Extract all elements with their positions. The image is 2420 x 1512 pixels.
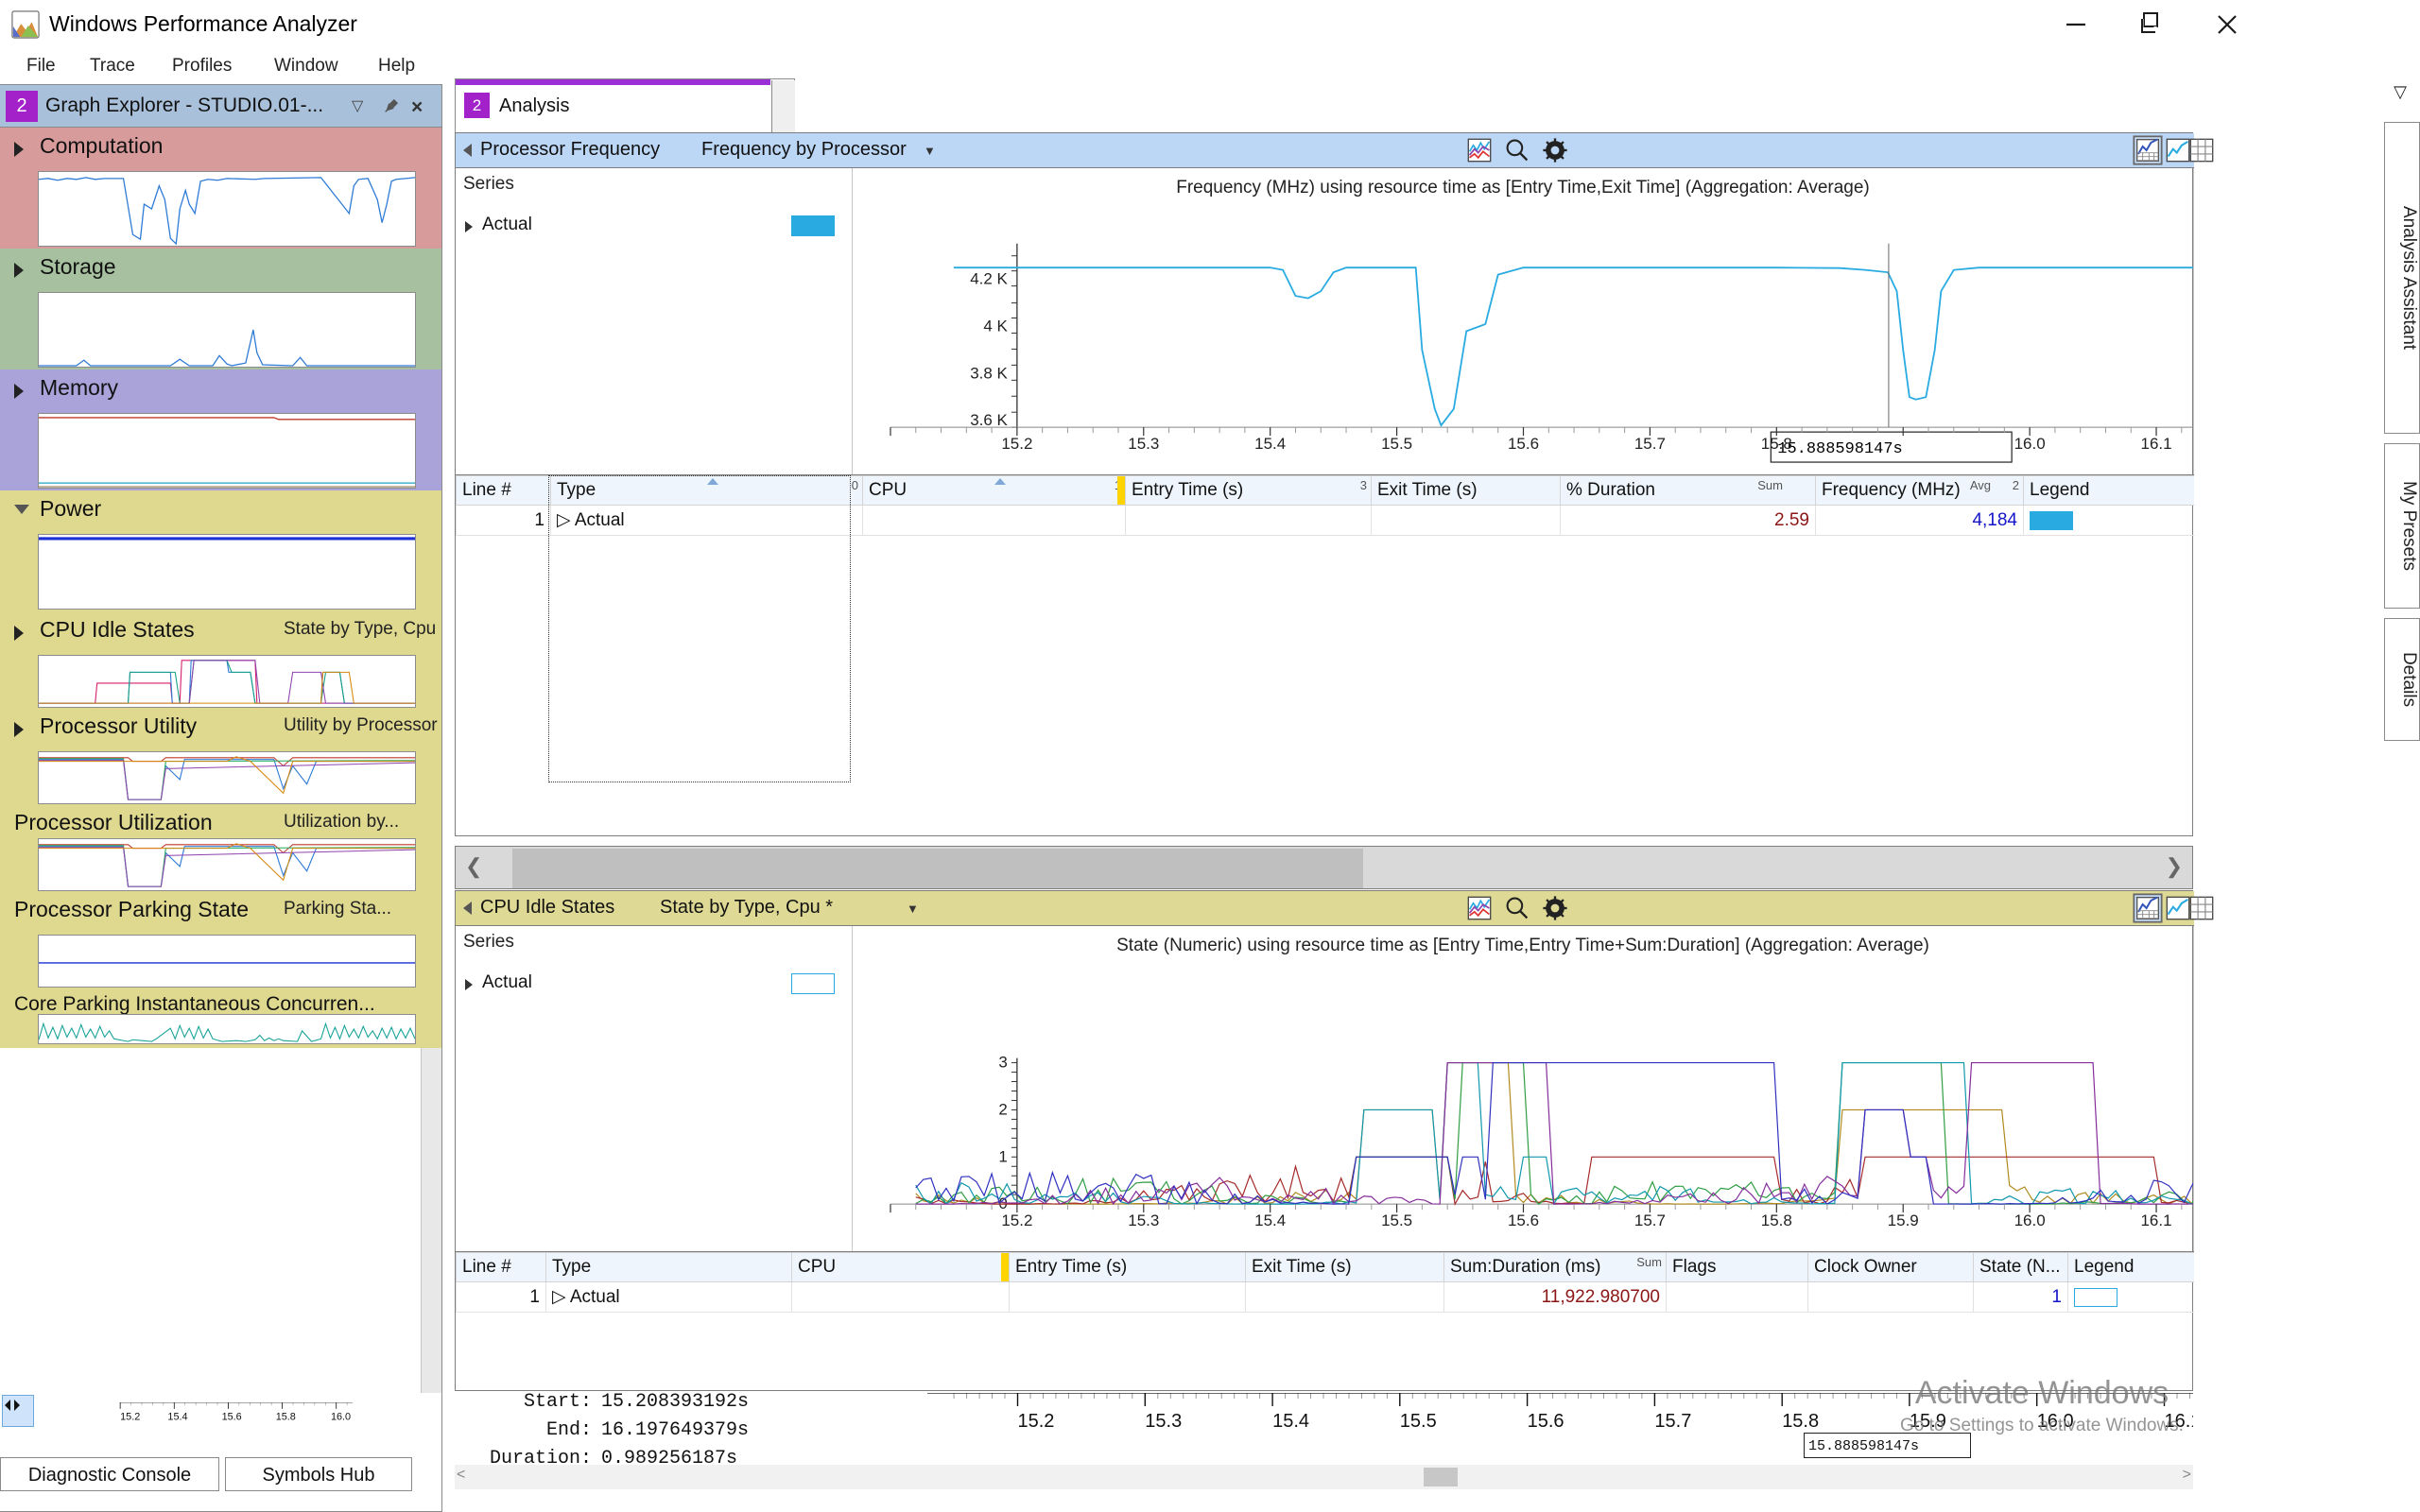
- svg-text:15.5: 15.5: [1400, 1411, 1437, 1432]
- svg-text:15.5: 15.5: [1381, 435, 1412, 453]
- svg-text:15.3: 15.3: [1128, 1211, 1159, 1229]
- svg-text:16.1: 16.1: [2141, 1211, 2172, 1229]
- svg-text:15.2: 15.2: [120, 1411, 140, 1422]
- svg-text:15.4: 15.4: [167, 1411, 187, 1422]
- svg-text:16.1: 16.1: [2141, 435, 2172, 453]
- svg-text:3: 3: [998, 1054, 1007, 1072]
- svg-text:15.6: 15.6: [1528, 1411, 1564, 1432]
- svg-text:15.7: 15.7: [1654, 1411, 1691, 1432]
- svg-text:15.5: 15.5: [1381, 1211, 1412, 1229]
- svg-text:16.0: 16.0: [331, 1411, 351, 1422]
- svg-text:15.6: 15.6: [1508, 1211, 1539, 1229]
- svg-text:15.3: 15.3: [1128, 435, 1159, 453]
- svg-text:15.2: 15.2: [1018, 1411, 1055, 1432]
- svg-text:15.3: 15.3: [1145, 1411, 1182, 1432]
- svg-text:15.2: 15.2: [1001, 1211, 1032, 1229]
- svg-text:16.0: 16.0: [2014, 1211, 2046, 1229]
- svg-text:15.4: 15.4: [1254, 1211, 1286, 1229]
- svg-text:16.0: 16.0: [2014, 435, 2046, 453]
- svg-text:15.6: 15.6: [222, 1411, 242, 1422]
- svg-text:15.8: 15.8: [276, 1411, 296, 1422]
- svg-text:4.2 K: 4.2 K: [970, 270, 1008, 288]
- svg-text:15.888598147s: 15.888598147s: [1777, 440, 1902, 458]
- svg-text:15.6: 15.6: [1508, 435, 1539, 453]
- svg-text:15.4: 15.4: [1254, 435, 1286, 453]
- svg-text:1: 1: [998, 1147, 1007, 1165]
- svg-text:15.7: 15.7: [1634, 1211, 1666, 1229]
- svg-text:15.4: 15.4: [1272, 1411, 1309, 1432]
- svg-text:15.7: 15.7: [1634, 435, 1666, 453]
- svg-text:4 K: 4 K: [983, 317, 1008, 335]
- svg-text:15.9: 15.9: [1888, 1211, 1919, 1229]
- svg-text:15.8: 15.8: [1782, 1411, 1819, 1432]
- svg-text:3.8 K: 3.8 K: [970, 364, 1008, 382]
- svg-text:2: 2: [998, 1100, 1007, 1118]
- svg-text:15.2: 15.2: [1001, 435, 1032, 453]
- svg-text:3.6 K: 3.6 K: [970, 411, 1008, 429]
- svg-text:15.8: 15.8: [1761, 435, 1792, 453]
- svg-text:15.8: 15.8: [1761, 1211, 1792, 1229]
